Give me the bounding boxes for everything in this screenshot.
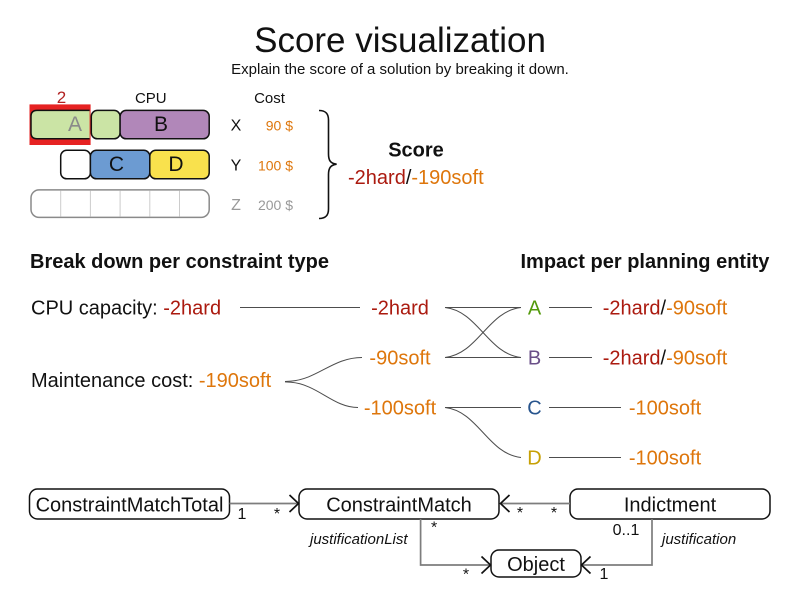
- svg-text:C: C: [527, 398, 541, 420]
- svg-text:90 $: 90 $: [266, 118, 293, 134]
- svg-text:Indictment: Indictment: [624, 494, 717, 516]
- svg-text:Explain the score of a solutio: Explain the score of a solution by break…: [231, 61, 569, 78]
- svg-text:CPU capacity: -2hard: CPU capacity: -2hard: [31, 298, 221, 320]
- svg-text:Score visualization: Score visualization: [254, 21, 546, 60]
- svg-text:ConstraintMatch: ConstraintMatch: [326, 494, 472, 516]
- svg-text:-100soft: -100soft: [629, 448, 702, 470]
- svg-text:*: *: [517, 505, 523, 522]
- svg-text:-2hard/-190soft: -2hard/-190soft: [348, 167, 484, 189]
- svg-text:justificationList: justificationList: [308, 531, 408, 548]
- svg-text:CPU: CPU: [135, 90, 167, 107]
- svg-text:2: 2: [57, 88, 66, 107]
- svg-text:Y: Y: [231, 158, 242, 175]
- svg-text:-100soft: -100soft: [364, 398, 437, 420]
- svg-text:*: *: [551, 505, 557, 522]
- svg-text:*: *: [431, 520, 437, 537]
- svg-text:200 $: 200 $: [258, 197, 293, 213]
- svg-text:D: D: [527, 448, 541, 470]
- svg-text:1: 1: [238, 506, 247, 523]
- svg-text:-2hard: -2hard: [371, 298, 429, 320]
- svg-text:Score: Score: [388, 140, 444, 162]
- svg-text:X: X: [231, 118, 242, 135]
- svg-text:B: B: [528, 348, 541, 370]
- svg-text:justification: justification: [660, 531, 736, 548]
- svg-text:100 $: 100 $: [258, 158, 293, 174]
- svg-text:B: B: [154, 113, 168, 136]
- svg-text:0..1: 0..1: [613, 522, 640, 539]
- svg-text:Z: Z: [231, 197, 241, 214]
- svg-text:D: D: [168, 153, 183, 176]
- svg-text:Object: Object: [507, 554, 565, 576]
- svg-text:A: A: [68, 113, 82, 136]
- svg-text:Break down per constraint type: Break down per constraint type: [30, 251, 329, 273]
- svg-text:C: C: [109, 153, 124, 176]
- svg-text:Impact per planning entity: Impact per planning entity: [521, 251, 771, 273]
- svg-text:Cost: Cost: [254, 90, 286, 107]
- svg-text:-100soft: -100soft: [629, 398, 702, 420]
- svg-text:-2hard/-90soft: -2hard/-90soft: [603, 298, 728, 320]
- svg-text:1: 1: [600, 566, 609, 583]
- svg-text:*: *: [463, 567, 469, 584]
- svg-text:-90soft: -90soft: [369, 348, 431, 370]
- svg-text:Maintenance cost: -190soft: Maintenance cost: -190soft: [31, 370, 272, 392]
- svg-text:*: *: [274, 506, 280, 523]
- svg-text:ConstraintMatchTotal: ConstraintMatchTotal: [36, 494, 224, 516]
- svg-text:A: A: [528, 298, 542, 320]
- svg-text:-2hard/-90soft: -2hard/-90soft: [603, 348, 728, 370]
